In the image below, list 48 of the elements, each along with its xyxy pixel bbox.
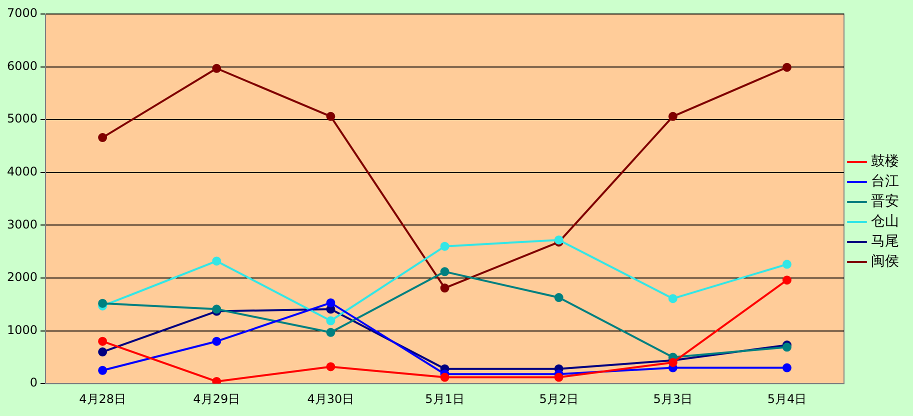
y-tick-label: 4000 <box>6 164 38 179</box>
point <box>440 372 450 382</box>
point <box>98 133 108 142</box>
point <box>212 336 222 346</box>
point <box>782 260 792 269</box>
x-tick-label: 5月1日 <box>425 392 464 406</box>
point <box>440 242 450 251</box>
x-tick-label: 5月4日 <box>767 392 807 406</box>
point <box>554 293 564 302</box>
y-tick-label: 2000 <box>6 270 38 284</box>
x-tick-label: 4月28日 <box>79 392 126 406</box>
legend-label: 晋安 <box>871 194 899 210</box>
point <box>782 363 792 372</box>
legend-label: 鼓楼 <box>871 154 899 170</box>
point <box>212 376 222 384</box>
x-tick-label: 4月30日 <box>307 392 354 406</box>
y-tick-label: 6000 <box>6 58 38 73</box>
point <box>326 362 336 372</box>
legend-label: 仓山 <box>871 214 899 230</box>
point <box>440 267 450 276</box>
y-tick-label: 7000 <box>6 6 38 20</box>
point <box>782 276 792 285</box>
point <box>554 372 564 382</box>
point <box>440 284 450 293</box>
x-tick-label: 4月29日 <box>193 392 240 406</box>
legend-label: 马尾 <box>871 234 899 250</box>
point <box>326 298 336 308</box>
y-tick-label: 3000 <box>6 217 38 232</box>
point <box>98 336 108 346</box>
point <box>668 294 678 304</box>
y-tick-label: 0 <box>30 376 38 390</box>
point <box>98 366 108 375</box>
point <box>212 256 222 266</box>
point <box>98 298 108 308</box>
point <box>326 328 336 337</box>
legend-label: 台江 <box>871 174 899 190</box>
y-tick-label: 5000 <box>6 112 38 126</box>
legend-label: 闽侯 <box>871 254 899 270</box>
point <box>212 64 222 73</box>
x-tick-label: 5月3日 <box>653 392 693 406</box>
point <box>326 316 336 326</box>
point <box>326 112 336 121</box>
y-tick-label: 1000 <box>6 322 38 337</box>
point <box>782 62 792 72</box>
point <box>554 235 564 244</box>
x-tick-label: 5月2日 <box>539 392 578 406</box>
point <box>98 347 108 356</box>
point <box>668 112 678 121</box>
